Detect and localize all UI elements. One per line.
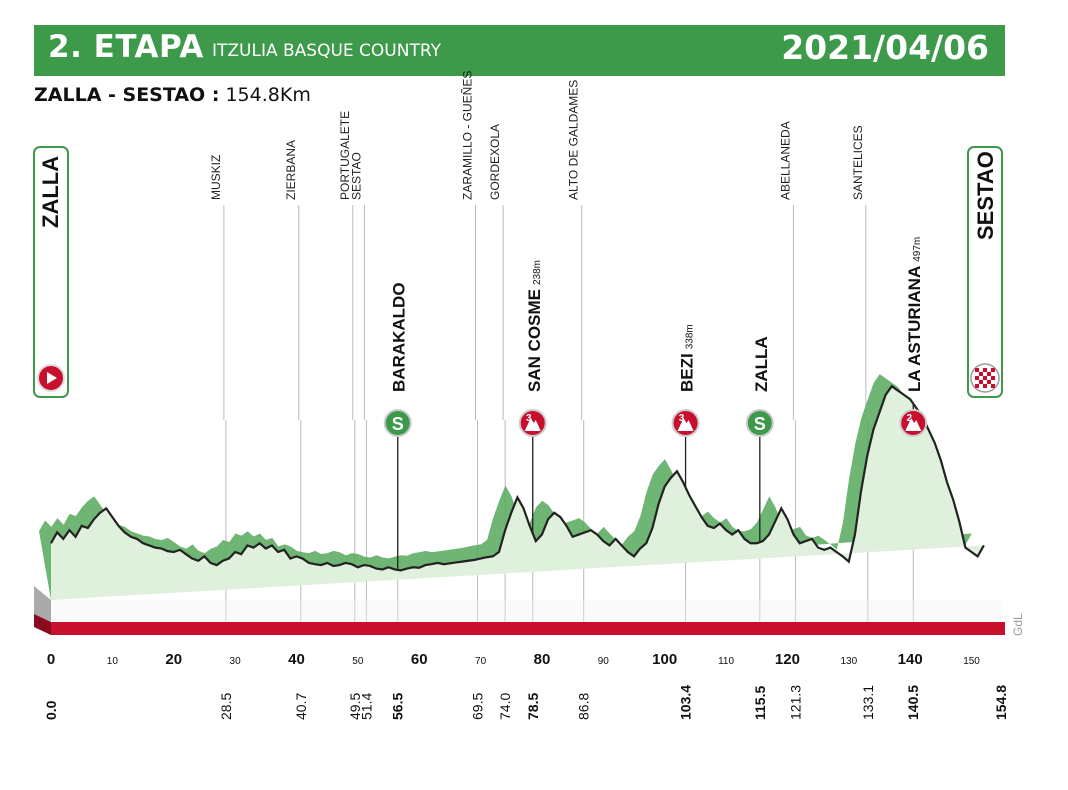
finish-flag-cell [987,380,991,384]
elevation-line [50,384,985,572]
sprint-icon [745,409,774,437]
finish-flag-cell [983,376,987,380]
finish-flag-cell [983,368,987,372]
climb-category: 3 [526,413,532,424]
finish-flag-cell [975,368,979,372]
x-tick-label: 150 [963,656,980,667]
x-tick-label: 90 [598,656,610,667]
sprint-icon-letter: S [754,414,766,434]
climb-category: 2 [906,413,912,424]
finish-flag-cell [975,376,979,380]
finish-flag-cell [991,376,995,380]
km-mark-label: 78.5 [525,693,541,720]
km-mark-label: 121.3 [787,685,803,720]
waypoint-label: PORTUGALETE [338,111,352,200]
base-floor [51,600,1001,622]
km-mark-label: 51.4 [358,693,374,720]
gdl-logo: GdL [1011,613,1025,636]
title-banner: 2. ETAPA ITZULIA BASQUE COUNTRY 2021/04/… [34,25,1005,76]
keypoint-name: LA ASTURIANA497m [905,237,924,392]
x-tick-label: 20 [165,651,182,668]
waypoint-label: SESTAO [349,152,363,200]
stage-title: 2. ETAPA [48,29,204,65]
x-tick-label: 30 [230,656,242,667]
sprint-icon [383,409,412,437]
finish-flag-cell [987,372,991,376]
race-name: ITZULIA BASQUE COUNTRY [212,41,441,61]
waypoint-label: ZARAMILLO - GUEÑES [461,71,475,200]
x-tick-label: 0 [47,651,55,668]
base-side [34,586,51,622]
keypoint-name: BARAKALDO [390,282,409,392]
start-name: ZALLA [38,156,63,228]
km-mark-label: 40.7 [293,693,309,720]
climb-icon-mountain [524,418,541,431]
base-band [51,622,1005,635]
km-mark-label: 56.5 [390,693,406,720]
finish-flag-cell [979,380,983,384]
route-line: ZALLA - SESTAO : 154.8Km [34,84,311,106]
km-mark-label: 74.0 [497,693,513,720]
x-tick-label: 130 [840,656,857,667]
x-tick-label: 100 [652,651,677,668]
km-mark-label: 69.5 [470,693,486,720]
finish-flag-cell [991,384,995,388]
km-mark-label: 133.1 [860,685,876,720]
km-mark-label: 49.5 [347,693,363,720]
km-mark-label: 86.8 [576,693,592,720]
keypoint-altitude: 338m [685,324,696,349]
x-tick-label: 120 [775,651,800,668]
waypoint-label: ABELLANEDA [778,121,792,200]
x-tick-label: 140 [898,651,923,668]
km-mark-label: 115.5 [752,686,768,720]
keypoint-altitude: 497m [912,237,923,262]
finish-name: SESTAO [973,151,998,240]
x-tick-label: 60 [411,651,428,668]
x-tick-label: 80 [534,651,551,668]
finish-box [967,146,1003,398]
km-mark-label: 103.4 [678,685,694,720]
waypoint-label: MUSKIZ [209,155,223,200]
climb-icon-mountain [905,418,922,431]
start-play-icon-arrow [47,372,57,384]
x-tick-label: 10 [107,656,119,667]
sprint-icon-letter: S [392,414,404,434]
x-tick-label: 70 [475,656,487,667]
finish-flag-cell [979,372,983,376]
x-tick-label: 110 [718,656,734,667]
km-mark-label: 140.5 [905,685,921,720]
profile-area [51,386,984,600]
keypoint-name: ZALLA [752,336,771,392]
keypoint-name: SAN COSME238m [525,260,544,392]
route-name: ZALLA - SESTAO : [34,84,220,106]
finish-flag-cell [975,384,979,388]
route-distance: 154.8Km [225,84,311,106]
x-tick-label: 40 [288,651,305,668]
keypoint-altitude: 238m [532,260,543,285]
start-box [33,146,69,398]
km-mark-label: 154.8 [993,685,1009,720]
base-band-side [34,614,51,635]
finish-flag-cell [983,384,987,388]
finish-flag-cell [991,368,995,372]
waypoint-label: ALTO DE GALDAMES [567,80,581,200]
climb-category: 3 [679,413,685,424]
km-mark-label: 0.0 [43,700,59,720]
km-mark-label: 28.5 [218,693,234,720]
keypoint-name: BEZI338m [678,324,697,392]
x-tick-label: 50 [352,656,364,667]
stage-date: 2021/04/06 [781,28,989,67]
waypoint-label: GORDEXOLA [488,124,502,200]
waypoint-label: ZIERBANA [284,140,298,200]
waypoint-label: SANTELICES [851,125,865,200]
climb-icon-mountain [677,418,694,431]
